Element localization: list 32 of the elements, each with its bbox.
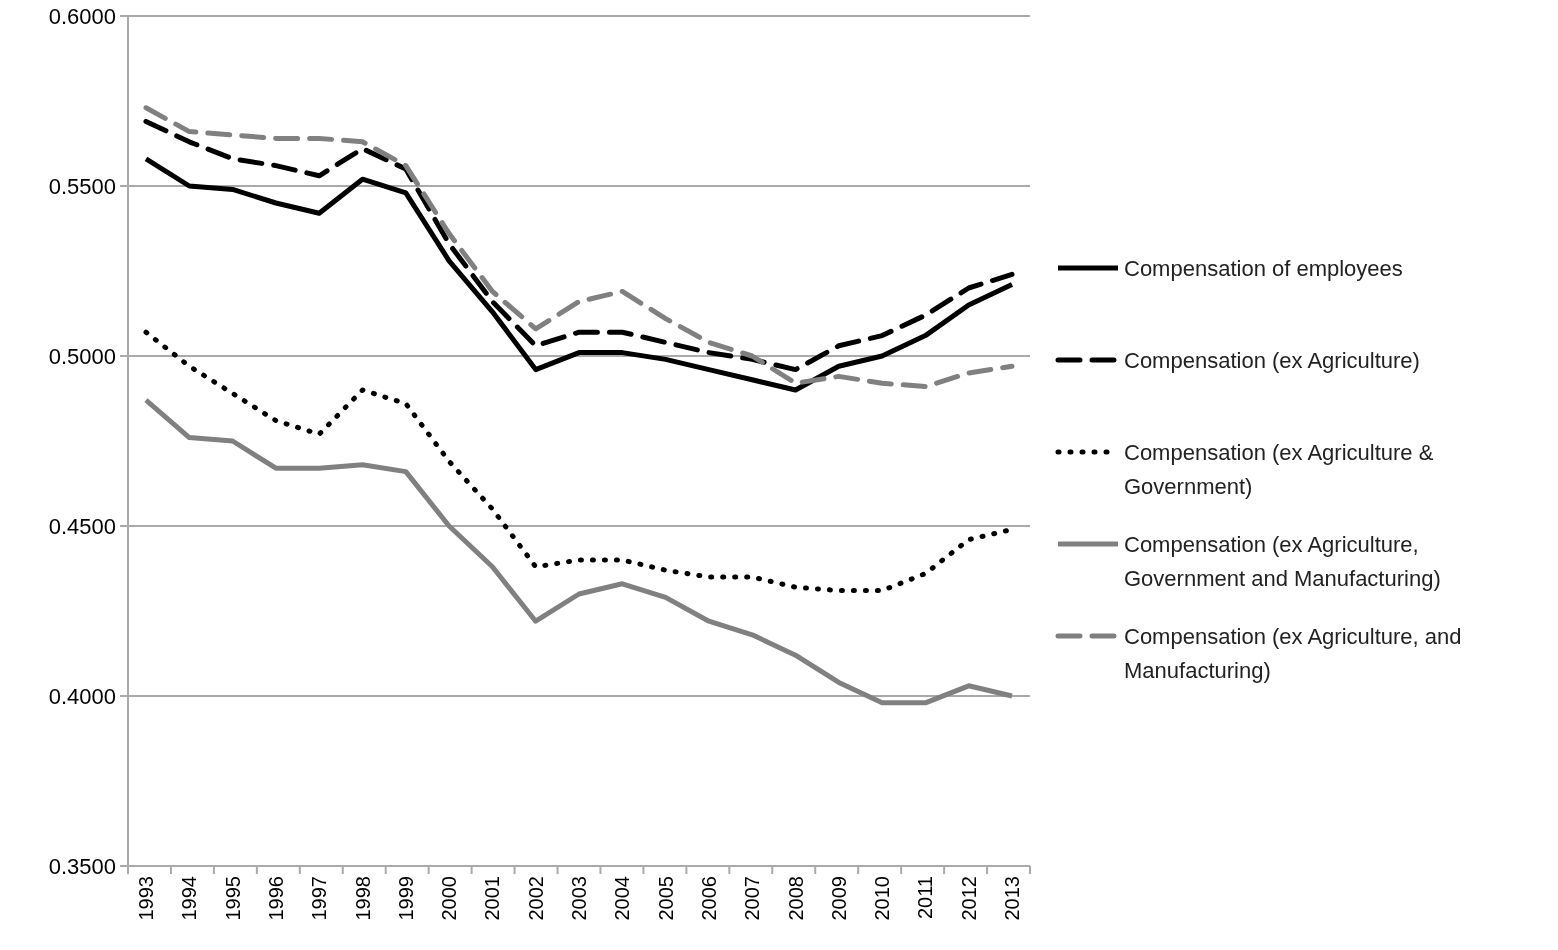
x-tick-label: 2009 (827, 876, 850, 921)
x-tick-label: 1995 (221, 876, 244, 921)
y-tick-label: 0.5000 (48, 343, 116, 369)
x-tick-label: 1997 (308, 876, 331, 921)
x-tick-label: 1994 (178, 876, 201, 921)
x-tick-label: 2000 (438, 876, 461, 921)
y-tick-label: 0.6000 (48, 3, 116, 29)
x-tick-label: 2002 (524, 876, 547, 921)
x-tick-label: 2012 (957, 876, 980, 921)
x-tick-label: 2008 (784, 876, 807, 921)
y-tick-label: 0.4000 (48, 683, 116, 709)
legend-label: Compensation (ex Agriculture & Government) (1124, 440, 1434, 499)
x-tick-label: 2011 (914, 876, 937, 920)
x-tick-label: 2005 (654, 876, 677, 921)
legend-label: Compensation of employees (1124, 256, 1403, 281)
x-tick-label: 1993 (135, 876, 157, 921)
y-tick-label: 0.3500 (48, 853, 116, 879)
x-tick-label: 2001 (481, 876, 504, 921)
x-tick-label: 2004 (611, 876, 634, 921)
x-tick-label: 1999 (394, 876, 417, 921)
legend-label: Compensation (ex Agriculture, and Manufacturing) (1124, 624, 1462, 683)
y-tick-label: 0.4500 (48, 513, 116, 539)
x-tick-label: 2010 (871, 876, 894, 921)
x-tick-label: 2007 (741, 876, 764, 921)
legend-label: Compensation (ex Agriculture, Government and Manufacturing) (1124, 532, 1441, 591)
x-tick-label: 2006 (697, 876, 720, 921)
y-tick-label: 0.5500 (48, 173, 116, 199)
x-tick-label: 2003 (568, 876, 590, 921)
x-tick-label: 1996 (264, 876, 287, 921)
legend-label: Compensation (ex Agriculture) (1124, 348, 1420, 373)
x-tick-label: 2013 (1001, 876, 1023, 921)
x-tick-label: 1998 (351, 876, 374, 921)
